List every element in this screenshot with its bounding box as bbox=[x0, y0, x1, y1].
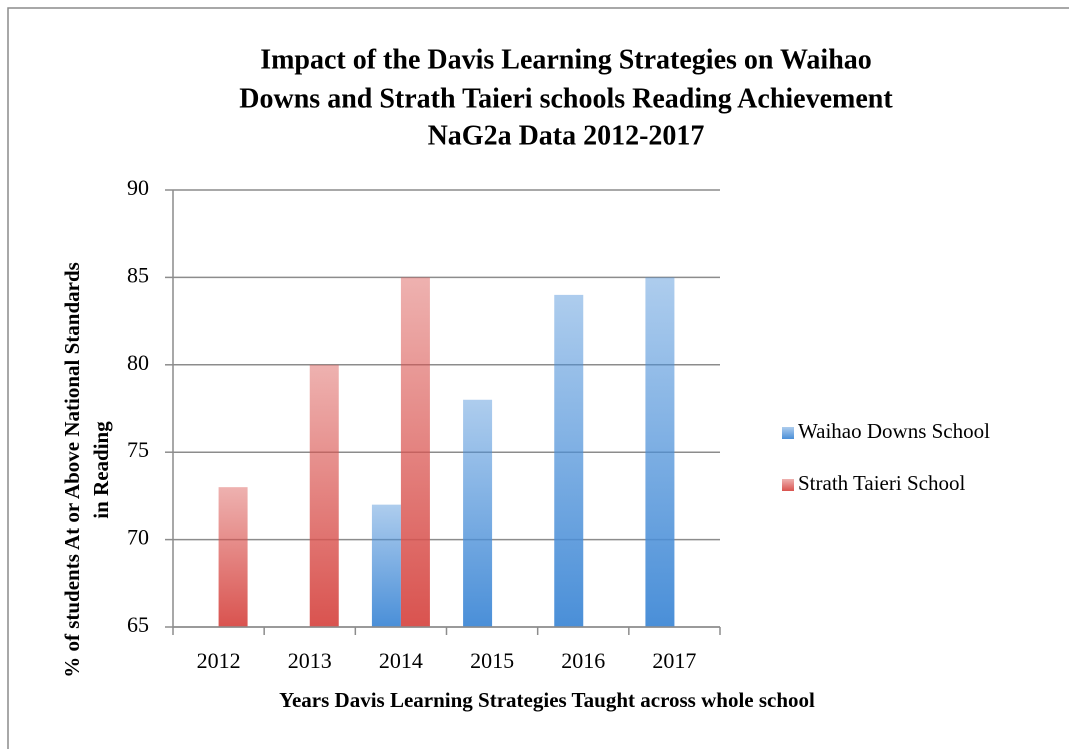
x-tick-label: 2014 bbox=[379, 648, 423, 673]
y-tick-label: 75 bbox=[127, 437, 149, 462]
x-axis-title: Years Davis Learning Strategies Taught a… bbox=[279, 688, 815, 712]
bar bbox=[400, 277, 430, 627]
y-axis-title: % of students At or Above National Stand… bbox=[60, 262, 84, 678]
legend-label: Waihao Downs School bbox=[798, 419, 990, 443]
legend-swatch bbox=[782, 479, 794, 491]
y-tick-label: 85 bbox=[127, 262, 149, 287]
y-axis-title: in Reading bbox=[89, 421, 113, 519]
x-tick-label: 2013 bbox=[288, 648, 332, 673]
chart-frame bbox=[7, 7, 1069, 749]
chart-title: Downs and Strath Taieri schools Reading … bbox=[239, 83, 893, 114]
bar bbox=[554, 294, 584, 627]
x-tick-label: 2015 bbox=[470, 648, 514, 673]
x-tick-label: 2012 bbox=[197, 648, 241, 673]
x-tick-label: 2016 bbox=[561, 648, 605, 673]
x-tick-label: 2017 bbox=[652, 648, 696, 673]
bar bbox=[371, 504, 401, 627]
bar bbox=[309, 364, 339, 627]
bar bbox=[463, 399, 493, 627]
bar bbox=[645, 277, 675, 627]
legend-label: Strath Taieri School bbox=[798, 471, 965, 495]
y-tick-label: 65 bbox=[127, 612, 149, 637]
chart-title: NaG2a Data 2012-2017 bbox=[428, 120, 705, 151]
y-tick-label: 80 bbox=[127, 350, 149, 375]
y-tick-label: 90 bbox=[127, 175, 149, 200]
y-tick-label: 70 bbox=[127, 525, 149, 550]
bar bbox=[218, 487, 248, 627]
legend-swatch bbox=[782, 427, 794, 439]
chart-title: Impact of the Davis Learning Strategies … bbox=[260, 44, 872, 75]
